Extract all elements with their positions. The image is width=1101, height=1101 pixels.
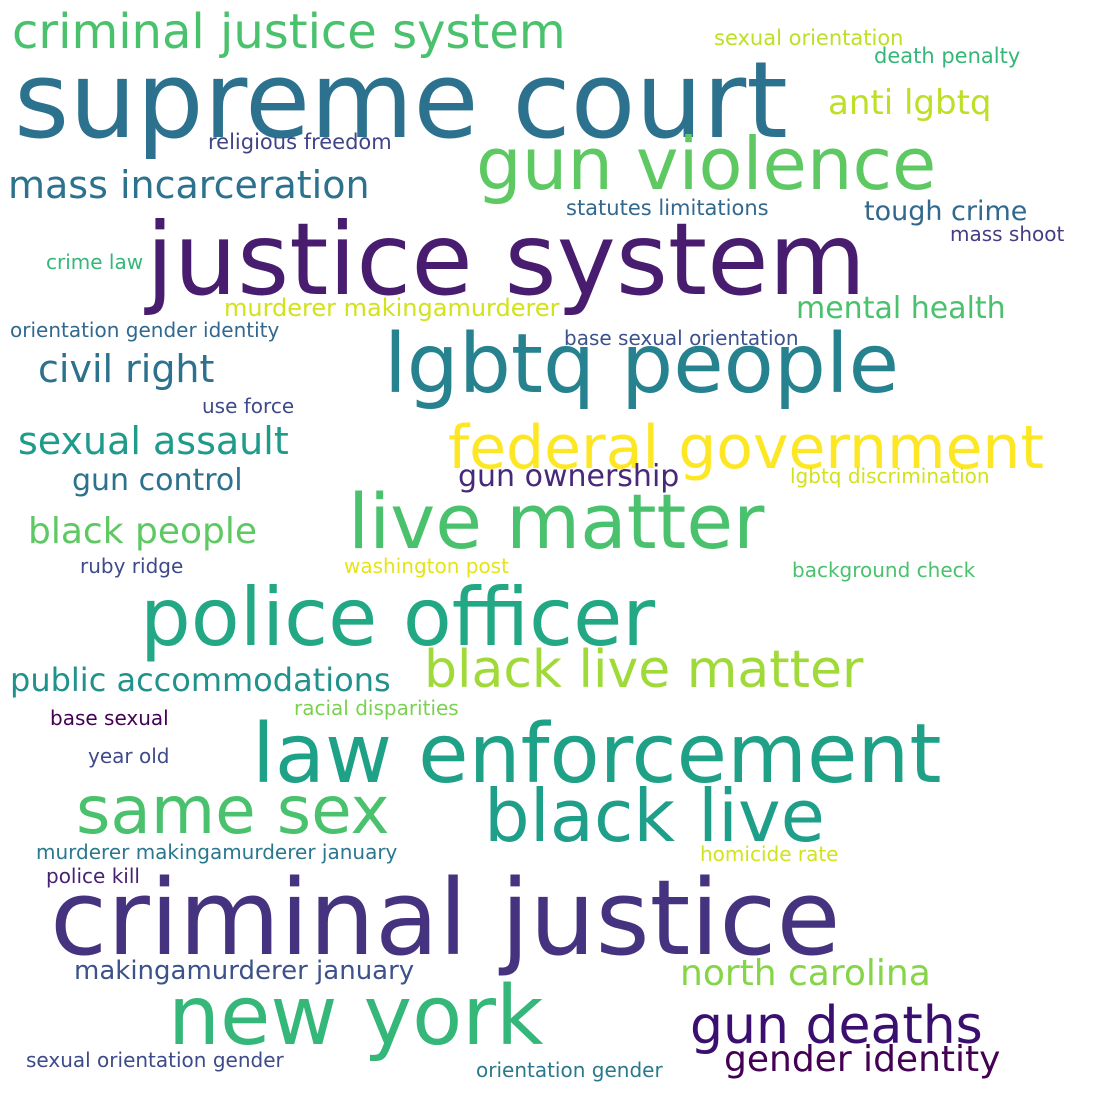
word: year old — [88, 744, 170, 768]
word: makingamurderer january — [74, 956, 415, 986]
word: federal government — [448, 413, 1044, 483]
word: ruby ridge — [80, 554, 184, 578]
word: police officer — [140, 571, 656, 664]
word: civil right — [38, 347, 215, 391]
word: police kill — [46, 864, 140, 888]
word: washington post — [344, 554, 509, 578]
word: gun ownership — [458, 459, 680, 494]
word: black live matter — [424, 640, 864, 700]
word: gender identity — [724, 1039, 1001, 1080]
word: background check — [792, 558, 976, 582]
word: orientation gender identity — [10, 318, 280, 342]
word: gun deaths — [690, 996, 983, 1056]
word: live matter — [348, 477, 765, 566]
word: black live — [484, 774, 825, 858]
word: crime law — [46, 250, 144, 274]
word: north carolina — [680, 953, 931, 994]
word: homicide rate — [700, 842, 839, 866]
word: gun violence — [476, 122, 937, 206]
word: criminal justice system — [12, 4, 566, 60]
word: lgbtq discrimination — [790, 464, 990, 488]
word: orientation gender — [476, 1058, 663, 1082]
word: murderer makingamurderer january — [36, 840, 398, 864]
word: mass incarceration — [8, 163, 370, 207]
word: gun control — [72, 463, 243, 498]
word: supreme court — [14, 39, 788, 162]
word: death penalty — [874, 44, 1021, 68]
word: public accommodations — [10, 661, 391, 699]
word: anti lgbtq — [828, 83, 992, 123]
word: base sexual orientation — [564, 326, 799, 350]
word: criminal justice — [50, 857, 841, 979]
word: sexual orientation gender — [26, 1048, 284, 1072]
word: sexual assault — [18, 419, 289, 463]
word: sexual orientation — [714, 26, 904, 50]
word: mental health — [796, 291, 1006, 326]
word: new york — [168, 969, 544, 1064]
word: justice system — [146, 201, 867, 318]
word: black people — [28, 511, 258, 552]
word: tough crime — [864, 196, 1028, 227]
word: racial disparities — [294, 696, 459, 720]
word: same sex — [76, 772, 390, 849]
word: base sexual — [50, 706, 169, 730]
word: lgbtq people — [384, 317, 900, 412]
word: murderer makingamurderer — [224, 294, 560, 322]
word: religious freedom — [208, 130, 392, 154]
word: statutes limitations — [566, 196, 769, 220]
word: use force — [202, 394, 295, 418]
word: law enforcement — [252, 707, 942, 802]
word: mass shoot — [950, 222, 1065, 246]
